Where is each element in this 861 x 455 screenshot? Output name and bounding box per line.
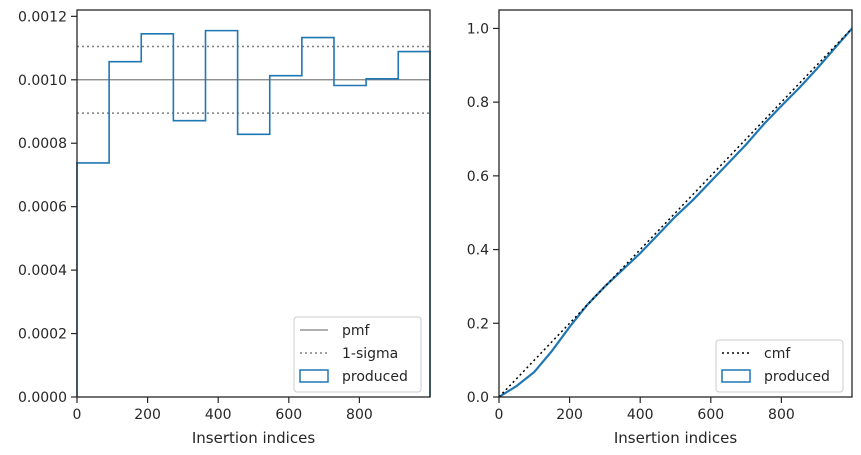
legend-pmf-label: pmf <box>342 323 371 339</box>
produced-cdf-line <box>498 27 853 398</box>
right-x-tick-label: 800 <box>768 407 795 423</box>
right-x-tick-label: 0 <box>495 407 504 423</box>
left-legend: pmf 1-sigma produced <box>293 316 422 393</box>
right-y-tick-label: 0.4 <box>467 243 489 259</box>
left-x-tick-label: 800 <box>346 407 373 423</box>
left-y-tick-label: 0.0012 <box>18 9 67 25</box>
right-y-tick-label: 1.0 <box>467 21 489 37</box>
left-y-tick-label: 0.0010 <box>18 73 67 89</box>
cmf-line <box>498 27 853 398</box>
right-x-tick-label: 200 <box>556 407 583 423</box>
legend-produced-label: produced <box>342 369 408 385</box>
left-y-tick-label: 0.0008 <box>18 136 67 152</box>
right-chart-panel: 0 200 400 600 800 0.0 0.2 0.4 0.6 0.8 1.0 Insertion… <box>467 9 853 447</box>
left-x-tick-label: 600 <box>275 407 302 423</box>
right-legend: cmf produced <box>715 339 844 393</box>
left-y-tick-label: 0.0004 <box>18 263 67 279</box>
left-x-tick-label: 400 <box>205 407 232 423</box>
right-x-axis-label: Insertion indices <box>614 429 737 447</box>
legend-cmf-label: cmf <box>764 346 791 362</box>
left-axes-frame <box>76 9 431 398</box>
right-x-tick-label: 400 <box>627 407 654 423</box>
legend-produced-label: produced <box>764 369 830 385</box>
right-y-tick-label: 0.8 <box>467 95 489 111</box>
right-y-tick-label: 0.6 <box>467 169 489 185</box>
right-x-tick-label: 600 <box>697 407 724 423</box>
legend-produced-swatch <box>721 369 751 383</box>
right-y-tick-label: 0.2 <box>467 316 489 332</box>
left-x-tick-label: 200 <box>134 407 161 423</box>
left-x-axis-label: Insertion indices <box>192 429 315 447</box>
left-x-tick-label: 0 <box>73 407 82 423</box>
legend-produced-swatch <box>299 369 329 383</box>
produced-histogram-step <box>76 29 431 397</box>
left-legend-box <box>293 316 422 393</box>
right-y-tick-label: 0.0 <box>467 390 489 406</box>
legend-sigma-label: 1-sigma <box>342 346 398 362</box>
left-y-tick-label: 0.0000 <box>18 390 67 406</box>
right-axes-frame <box>498 9 853 398</box>
left-chart-panel: 0 200 400 600 800 0.0000 0.0002 0.0004 0.0006 0.0… <box>18 9 431 447</box>
left-y-tick-label: 0.0006 <box>18 200 67 216</box>
left-y-tick-label: 0.0002 <box>18 327 67 343</box>
